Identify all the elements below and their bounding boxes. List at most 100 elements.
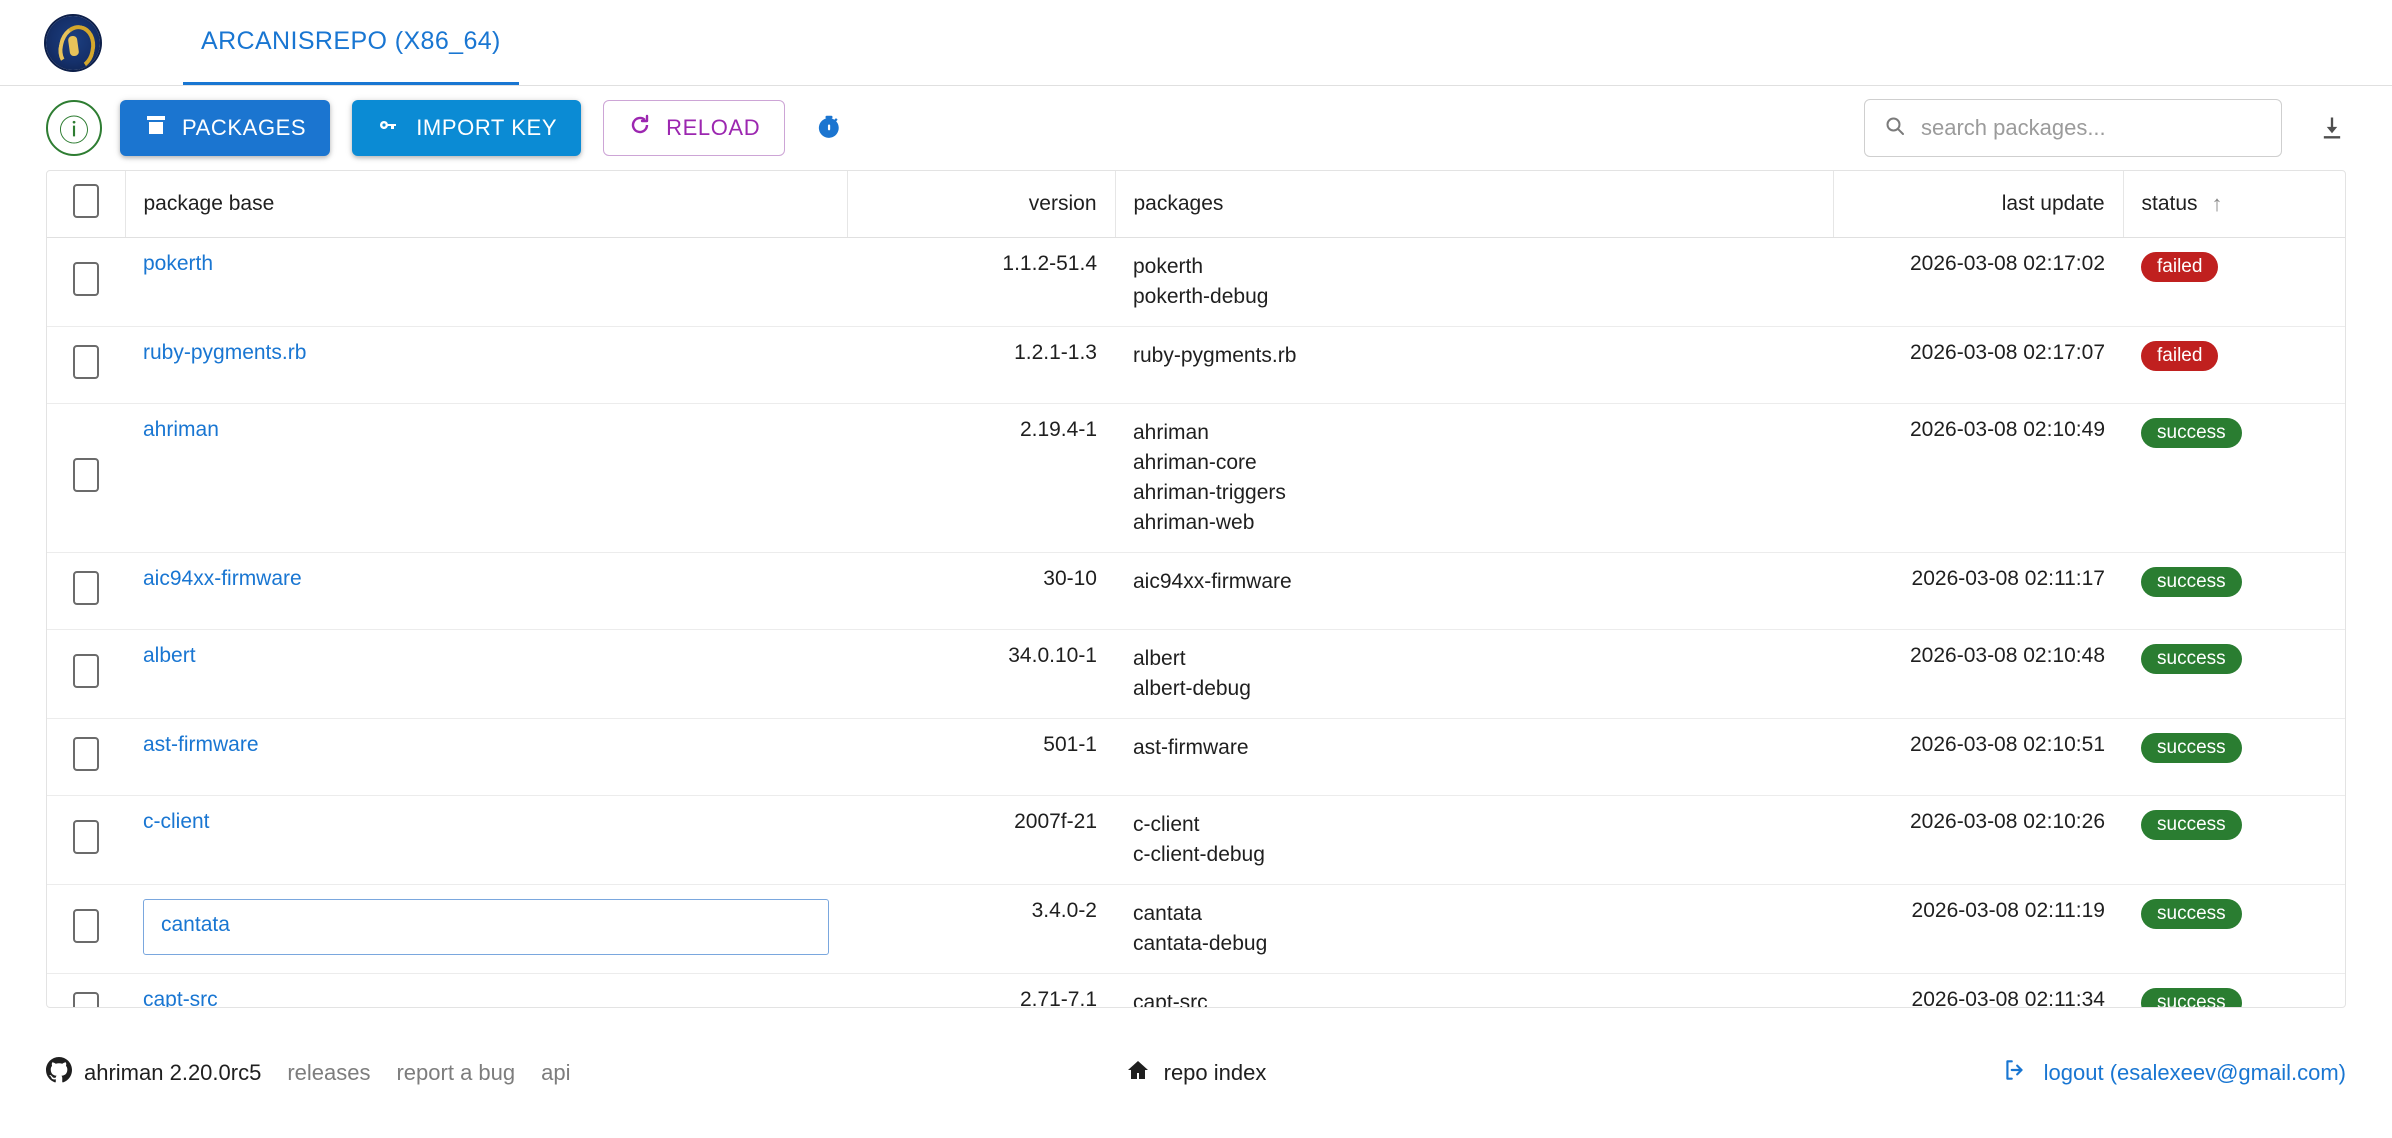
footer-center-group: repo index [0,1058,2392,1088]
row-checkbox[interactable] [73,991,99,1007]
status-cell: success [2123,718,2345,796]
last-update-cell: 2026-03-08 02:10:48 [1833,629,2123,719]
package-name: aic94xx-firmware [1133,569,1292,593]
row-checkbox[interactable] [73,570,99,605]
download-icon[interactable] [2318,114,2346,142]
package-base-wrapper: albert [143,644,829,668]
package-name: c-client [1133,812,1200,836]
package-base-cell: capt-src [125,973,847,1008]
column-label-version: version [1028,191,1097,215]
packages-cell: ahriman ahriman-core ahriman-triggers ahrim… [1115,403,1833,553]
package-name: cantata-debug [1133,931,1268,955]
footer-link-releases[interactable]: releases [287,1060,371,1085]
package-name: ast-firmware [1133,735,1249,759]
package-base-wrapper: aic94xx-firmware [143,567,829,591]
package-base-link[interactable]: pokerth [143,251,214,275]
table-row[interactable]: capt-src 2.71-7.1 capt-src 2026-03-08 02:11… [47,973,2345,1008]
table-row[interactable]: cantata 3.4.0-2 cantata cantata-debug 2026-0… [47,884,2345,974]
package-base-wrapper: ruby-pygments.rb [143,341,829,365]
row-checkbox[interactable] [73,457,99,492]
package-icon [144,113,168,143]
packages-button[interactable]: PACKAGES [120,100,331,156]
table-body: pokerth 1.1.2-51.4 pokerth pokerth-debug 202… [47,237,2345,1008]
logout-icon [2002,1057,2028,1089]
package-base-cell: cantata [125,884,847,974]
last-update-cell: 2026-03-08 02:11:17 [1833,552,2123,630]
packages-button-label: PACKAGES [182,115,307,140]
package-base-wrapper: pokerth [143,252,829,276]
last-update-cell: 2026-03-08 02:17:02 [1833,237,2123,327]
package-base-link[interactable]: aic94xx-firmware [143,566,302,590]
package-base-cell: c-client [125,795,847,885]
row-select-cell [47,403,125,553]
app-header: ARCANISREPO (X86_64) [0,0,2392,86]
table-row[interactable]: aic94xx-firmware 30-10 aic94xx-firmware 202… [47,552,2345,630]
row-checkbox[interactable] [73,261,99,296]
status-cell: success [2123,403,2345,553]
row-checkbox[interactable] [73,344,99,379]
table-row[interactable]: pokerth 1.1.2-51.4 pokerth pokerth-debug 202… [47,237,2345,327]
packages-cell: albert albert-debug [1115,629,1833,719]
row-select-cell [47,629,125,719]
reload-button[interactable]: RELOAD [603,100,786,156]
version-cell: 2.19.4-1 [847,403,1115,553]
row-select-cell [47,795,125,885]
package-base-link[interactable]: ahriman [143,417,219,441]
package-base-link[interactable]: ruby-pygments.rb [143,340,307,364]
package-name: capt-src [1133,990,1208,1008]
package-base-wrapper: cantata [143,898,829,955]
status-badge: success [2141,643,2242,674]
row-checkbox[interactable] [73,736,99,771]
packages-cell: cantata cantata-debug [1115,884,1833,974]
package-base-cell: pokerth [125,237,847,327]
package-name: c-client-debug [1133,842,1265,866]
package-name: ahriman-web [1133,510,1255,534]
column-header-last-update[interactable]: last update [1832,171,2123,238]
last-update-cell: 2026-03-08 02:17:07 [1833,326,2123,404]
import-key-button[interactable]: IMPORT KEY [352,100,582,156]
status-cell: success [2123,552,2345,630]
github-icon [46,1057,72,1089]
table-row[interactable]: ast-firmware 501-1 ast-firmware 2026-03-08 … [47,718,2345,796]
repo-index-link[interactable]: repo index [1126,1058,1266,1088]
logout-link[interactable]: logout (esalexeev@gmail.com) [2002,1057,2346,1089]
column-header-package-base[interactable]: package base [124,171,847,238]
package-base-link[interactable]: ast-firmware [143,732,259,756]
column-header-status[interactable]: status ↑ [2122,171,2345,238]
footer-link-report-a-bug[interactable]: report a bug [396,1060,516,1085]
last-update-cell: 2026-03-08 02:10:49 [1833,403,2123,553]
package-name: ruby-pygments.rb [1133,343,1297,367]
table-row[interactable]: albert 34.0.10-1 albert albert-debug 2026-03… [47,629,2345,719]
package-base-cell: aic94xx-firmware [125,552,847,630]
packages-cell: aic94xx-firmware [1115,552,1833,630]
row-checkbox[interactable] [73,819,99,854]
package-base-link[interactable]: capt-src [143,987,218,1008]
package-base-link[interactable]: c-client [143,809,210,833]
tab-arcanisrepo[interactable]: ARCANISREPO (X86_64) [183,0,519,86]
select-all-checkbox[interactable] [72,183,99,218]
last-update-cell: 2026-03-08 02:11:19 [1833,884,2123,974]
last-update-cell: 2026-03-08 02:10:26 [1833,795,2123,885]
table-row[interactable]: ruby-pygments.rb 1.2.1-1.3 ruby-pygments.r… [47,326,2345,404]
home-icon [1126,1058,1150,1088]
packages-cell: ruby-pygments.rb [1115,326,1833,404]
package-base-link[interactable]: albert [143,643,196,667]
package-base-link[interactable]: cantata [161,912,230,936]
packages-cell: c-client c-client-debug [1115,795,1833,885]
footer-brand[interactable]: ahriman 2.20.0rc5 [46,1057,261,1089]
stopwatch-icon[interactable] [815,114,843,142]
row-checkbox[interactable] [73,653,99,688]
footer-app-version: ahriman 2.20.0rc5 [84,1060,262,1085]
column-header-version[interactable]: version [846,171,1115,238]
search-box[interactable] [1864,99,2282,157]
package-base-cell: ahriman [125,403,847,553]
info-circle-icon[interactable]: ⓘ [46,100,102,156]
search-input[interactable] [1921,115,2263,141]
column-header-packages[interactable]: packages [1114,171,1833,238]
row-checkbox[interactable] [73,908,99,943]
key-icon [376,113,402,143]
reload-button-label: RELOAD [666,115,761,140]
footer-link-api[interactable]: api [541,1060,571,1085]
table-row[interactable]: ahriman 2.19.4-1 ahriman ahriman-core ahrima… [47,403,2345,553]
table-row[interactable]: c-client 2007f-21 c-client c-client-debug 20… [47,795,2345,885]
